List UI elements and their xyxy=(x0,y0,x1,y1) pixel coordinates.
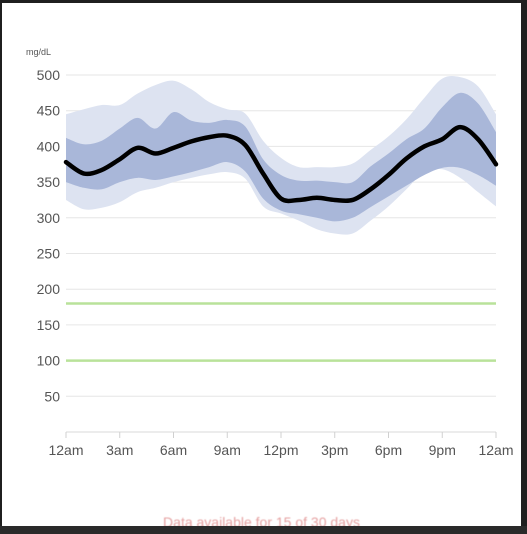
x-tick-label: 12am xyxy=(478,442,513,458)
data-availability-note: Data available for 15 of 30 days xyxy=(163,514,360,526)
median-line-group xyxy=(63,124,499,204)
x-tick-label: 6pm xyxy=(375,442,402,458)
y-tick-label: 450 xyxy=(37,103,61,119)
y-tick-label: 100 xyxy=(37,353,61,369)
y-tick-label: 300 xyxy=(37,210,61,226)
y-tick-label: 350 xyxy=(37,174,61,190)
glucose-chart-card: 50 100 150 200 250 300 350 400 450 500 12am 3am 6am 9… xyxy=(2,3,521,526)
x-tick-label: 3am xyxy=(106,442,133,458)
x-tick-label: 9am xyxy=(214,442,241,458)
x-tick-label: 12pm xyxy=(263,442,298,458)
percentile-bands xyxy=(66,76,496,235)
y-tick-label: 150 xyxy=(37,317,61,333)
target-range-lines xyxy=(66,302,496,362)
y-tick-label: 50 xyxy=(44,388,60,404)
axis-labels: 50 100 150 200 250 300 350 400 450 500 12am 3am 6am 9… xyxy=(37,67,514,458)
x-tick-label: 3pm xyxy=(321,442,348,458)
x-tick-label: 6am xyxy=(160,442,187,458)
median-glucose-line xyxy=(63,124,499,204)
y-tick-label: 400 xyxy=(37,138,61,154)
y-tick-label: 200 xyxy=(37,281,61,297)
bottom-bar xyxy=(0,526,527,534)
x-tick-label: 9pm xyxy=(429,442,456,458)
y-axis-unit-label: mg/dL xyxy=(26,47,51,57)
y-tick-label: 500 xyxy=(37,67,61,83)
inner-percentile-band xyxy=(66,92,496,222)
y-tick-label: 250 xyxy=(37,246,61,262)
glucose-profile-chart: 50 100 150 200 250 300 350 400 450 500 12am 3am 6am 9… xyxy=(26,47,514,458)
x-tick-label: 12am xyxy=(48,442,83,458)
